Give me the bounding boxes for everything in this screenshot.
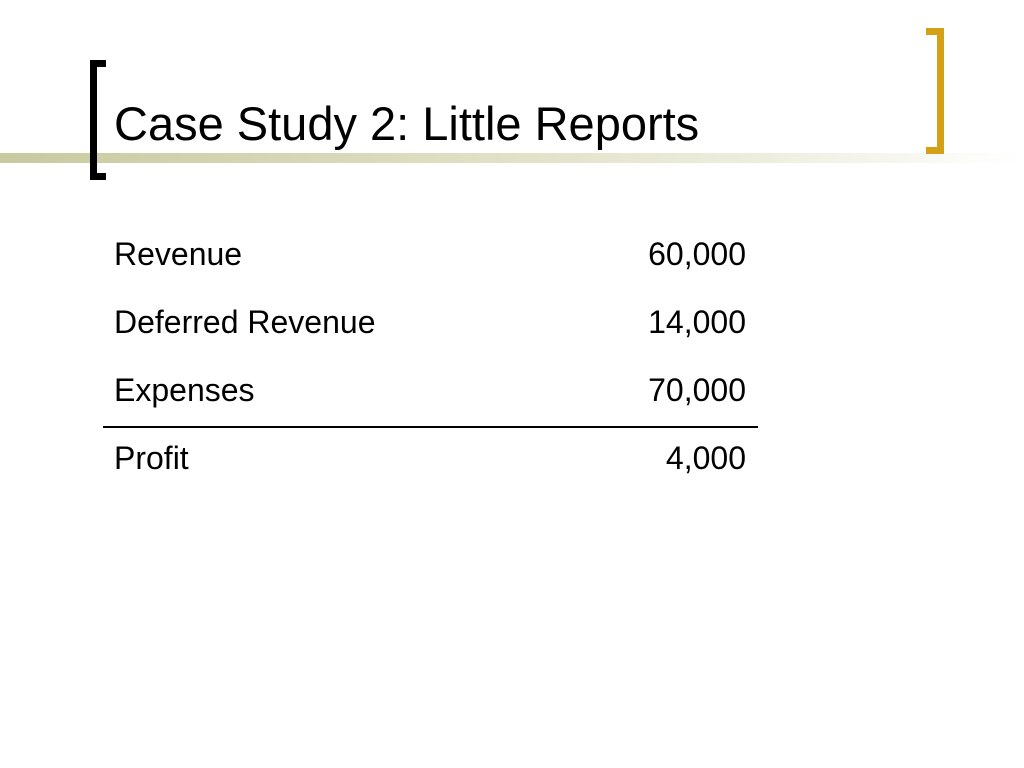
report-row-revenue: Revenue 60,000	[103, 222, 758, 290]
report-row-profit-total: Profit 4,000	[103, 426, 758, 494]
report-row-deferred-revenue: Deferred Revenue 14,000	[103, 290, 758, 358]
row-label: Deferred Revenue	[114, 304, 376, 340]
total-value: 4,000	[665, 440, 746, 476]
total-label: Profit	[114, 440, 189, 476]
slide-title: Case Study 2: Little Reports	[114, 97, 700, 150]
right-bracket-decoration	[926, 28, 944, 154]
row-value: 14,000	[648, 304, 746, 340]
row-label: Revenue	[114, 236, 243, 272]
row-value: 70,000	[648, 372, 746, 408]
report-row-expenses: Expenses 70,000	[103, 358, 758, 426]
left-bracket-decoration	[90, 60, 106, 180]
row-value: 60,000	[648, 236, 746, 272]
financial-report-table: Revenue 60,000 Deferred Revenue 14,000 E…	[103, 222, 758, 494]
row-label: Expenses	[114, 372, 255, 408]
title-accent-bar	[0, 153, 1024, 163]
